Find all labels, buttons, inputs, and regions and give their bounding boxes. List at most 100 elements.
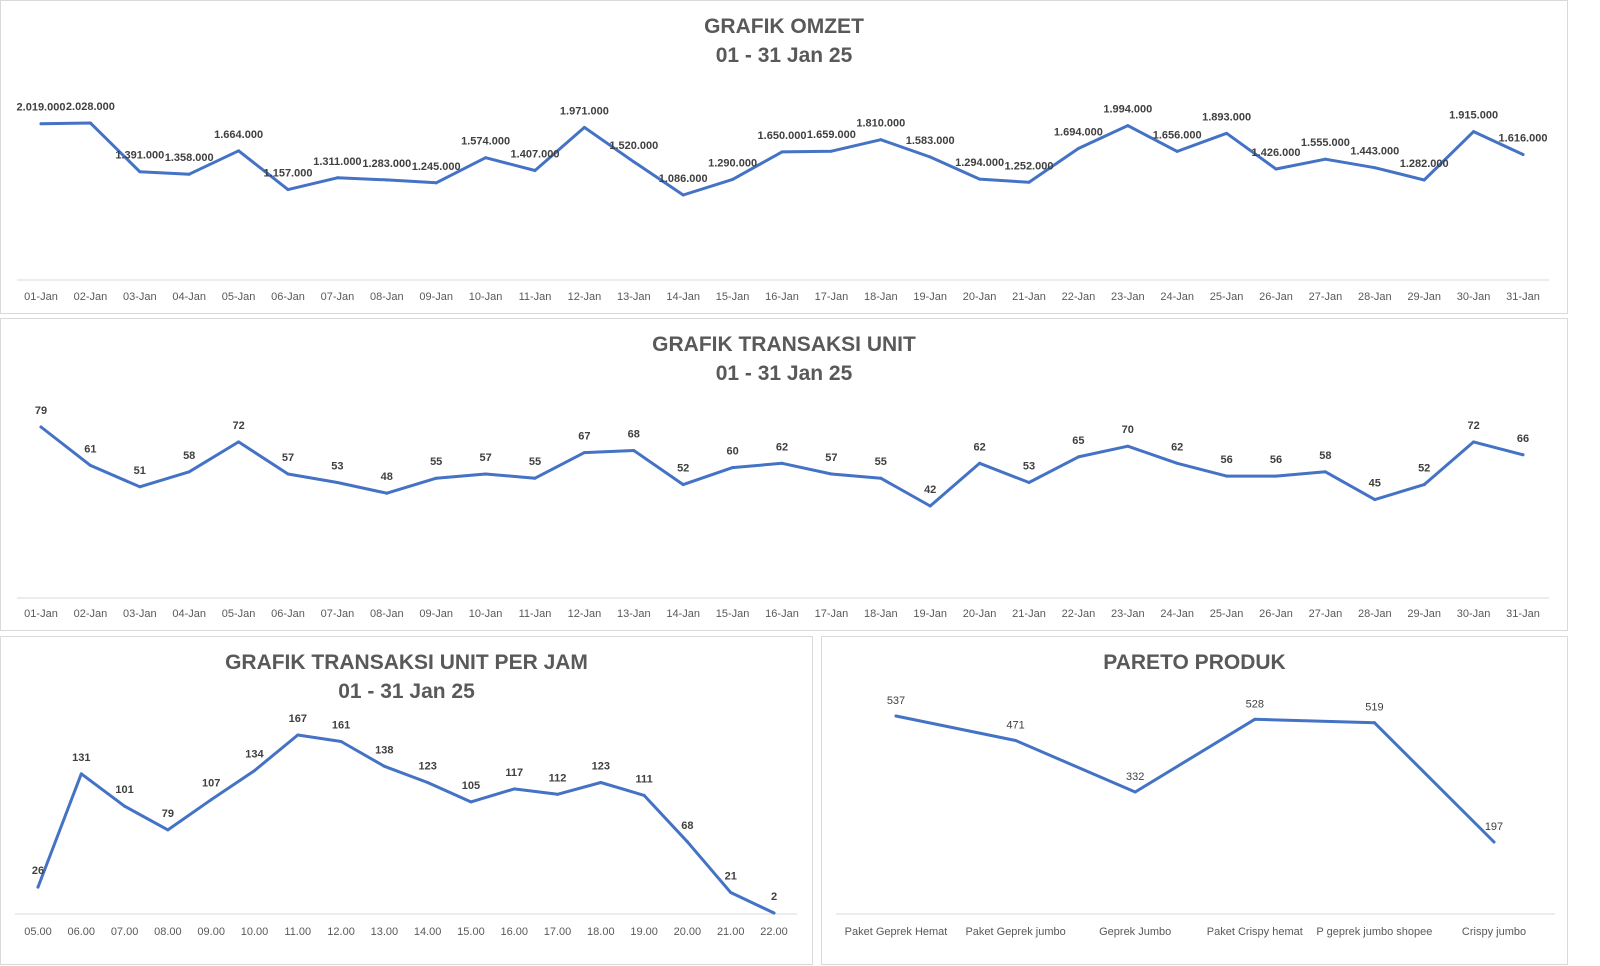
x-tick-label: 05.00: [24, 926, 52, 938]
data-point: [286, 472, 290, 476]
data-point: [187, 172, 191, 176]
data-label: 167: [289, 713, 307, 725]
data-point: [296, 733, 300, 737]
x-tick-label: 29-Jan: [1407, 291, 1441, 303]
data-label: 519: [1365, 702, 1383, 714]
x-tick-label: 09-Jan: [419, 608, 453, 620]
data-label: 62: [973, 441, 985, 453]
data-label: 1.664.000: [214, 129, 263, 141]
data-label: 51: [134, 465, 146, 477]
data-point: [1323, 157, 1327, 161]
data-label: 112: [549, 772, 567, 784]
x-tick-label: 18.00: [587, 926, 615, 938]
x-tick-label: 09-Jan: [419, 291, 453, 303]
data-label: 1.616.000: [1499, 132, 1548, 144]
pareto-line-chart: Paket Geprek Hemat Paket Geprek jumbo Gepr…: [836, 695, 1555, 938]
data-point: [978, 461, 982, 465]
data-label: 1.994.000: [1103, 104, 1152, 116]
data-point: [1027, 180, 1031, 184]
data-label: 60: [726, 446, 738, 458]
x-tick-label: 19-Jan: [913, 291, 947, 303]
data-point: [237, 440, 241, 444]
x-tick-label: 04-Jan: [172, 608, 206, 620]
data-label: 42: [924, 484, 936, 496]
x-tick-label: 03-Jan: [123, 291, 157, 303]
x-tick-label: 16-Jan: [765, 608, 799, 620]
data-point: [1373, 166, 1377, 170]
x-tick-label: 21-Jan: [1012, 291, 1046, 303]
data-point: [1076, 455, 1080, 459]
data-point: [1027, 481, 1031, 485]
x-tick-label: 13-Jan: [617, 608, 651, 620]
x-tick-label: 26-Jan: [1259, 291, 1293, 303]
omzet-line-chart: 01-Jan 02-Jan 03-Jan 04-Jan 05-Jan 06-Jan 07-J…: [17, 101, 1549, 303]
x-tick-label: 21.00: [717, 926, 745, 938]
chart-title: PARETO PRODUK: [1103, 651, 1286, 674]
data-label: 55: [529, 456, 541, 468]
x-tick-label: 10.00: [241, 926, 269, 938]
chart-subtitle: 01 - 31 Jan 25: [715, 362, 853, 385]
data-label: 58: [183, 450, 195, 462]
x-tick-label: 07.00: [111, 926, 139, 938]
data-label: 332: [1126, 771, 1144, 783]
data-label: 2.028.000: [66, 101, 115, 113]
data-point: [382, 764, 386, 768]
data-label: 123: [592, 760, 610, 772]
data-label: 471: [1006, 719, 1024, 731]
data-point: [1492, 840, 1496, 844]
data-point: [772, 911, 776, 915]
per-jam-line-chart: 05.00 06.00 07.00 08.00 09.00 10.00 11.00 12.00…: [15, 713, 797, 938]
x-tick-label: 15.00: [457, 926, 485, 938]
data-label: 1.407.000: [511, 148, 560, 160]
data-point: [829, 472, 833, 476]
x-tick-label: 26-Jan: [1259, 608, 1293, 620]
data-label: 57: [479, 452, 491, 464]
x-tick-label: 01-Jan: [24, 291, 58, 303]
data-point: [1126, 444, 1130, 448]
data-point: [187, 470, 191, 474]
x-tick-label: 14-Jan: [666, 608, 700, 620]
x-tick-label: 12.00: [327, 926, 355, 938]
data-label: 62: [1171, 441, 1183, 453]
data-point: [599, 780, 603, 784]
data-label: 66: [1517, 433, 1529, 445]
chart-panel-pareto-produk: PARETO PRODUK Paket Geprek Hemat Paket Ge…: [821, 636, 1568, 965]
data-point: [1274, 167, 1278, 171]
data-point: [1472, 440, 1476, 444]
x-tick-label: 18-Jan: [864, 608, 898, 620]
data-point: [512, 787, 516, 791]
data-point: [879, 138, 883, 142]
x-tick-label: 22-Jan: [1062, 608, 1096, 620]
data-label: 65: [1072, 435, 1084, 447]
data-label: 117: [505, 767, 523, 779]
data-label: 52: [677, 463, 689, 475]
data-point: [556, 792, 560, 796]
data-point: [1014, 738, 1018, 742]
data-label: 1.650.000: [758, 130, 807, 142]
data-point: [39, 122, 43, 126]
data-point: [138, 485, 142, 489]
data-point: [1472, 130, 1476, 134]
data-label: 53: [331, 461, 343, 473]
data-label: 131: [72, 752, 90, 764]
data-point: [1175, 461, 1179, 465]
data-point: [685, 840, 689, 844]
data-point: [632, 448, 636, 452]
chart-title: GRAFIK OMZET: [704, 15, 864, 38]
x-tick-label: 30-Jan: [1457, 608, 1491, 620]
data-label: 101: [115, 784, 133, 796]
data-point: [1225, 131, 1229, 135]
x-tick-label: 10-Jan: [469, 608, 503, 620]
chart-panel-transaksi-per-jam: GRAFIK TRANSAKSI UNIT PER JAM 01 - 31 Ja…: [0, 636, 813, 965]
chart-title: GRAFIK TRANSAKSI UNIT: [652, 333, 916, 356]
data-point: [632, 160, 636, 164]
data-point: [681, 483, 685, 487]
data-point: [36, 885, 40, 889]
data-point: [484, 156, 488, 160]
data-label: 45: [1369, 478, 1381, 490]
data-label: 56: [1270, 454, 1282, 466]
series-line: [36, 733, 776, 915]
x-tick-label: 10-Jan: [469, 291, 503, 303]
x-tick-label: 23-Jan: [1111, 608, 1145, 620]
data-point: [339, 739, 343, 743]
